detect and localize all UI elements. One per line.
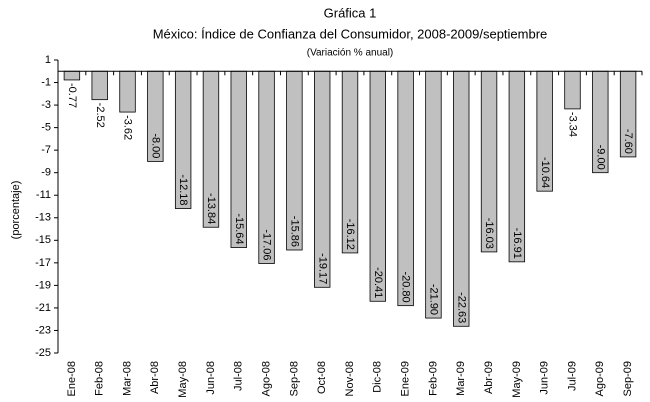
chart-title: Gráfica 1 — [324, 5, 377, 20]
y-tick-label: -21 — [35, 302, 51, 314]
value-label: -8.00 — [149, 133, 161, 158]
value-label: -21.90 — [428, 284, 440, 315]
value-label: -20.41 — [372, 267, 384, 298]
x-tick-label: Ago-08 — [260, 361, 272, 396]
bar — [91, 70, 108, 101]
value-label: -22.63 — [455, 292, 467, 323]
x-tick-label: Ago-09 — [594, 361, 606, 396]
value-label: -12.18 — [177, 174, 189, 205]
x-tick-label: Nov-08 — [344, 361, 356, 396]
x-tick-label: Abr-08 — [149, 361, 161, 394]
y-tick-label: -1 — [41, 76, 51, 88]
bar — [564, 70, 581, 110]
value-label: -15.64 — [233, 213, 245, 244]
chart-note: (Variación % anual) — [307, 48, 394, 59]
x-tick-label: Jul-09 — [566, 361, 578, 391]
x-tick-label: Jun-08 — [205, 361, 217, 395]
y-tick-label: -15 — [35, 234, 51, 246]
y-tick-label: -23 — [35, 324, 51, 336]
value-label: -20.80 — [400, 271, 412, 302]
value-label: -7.60 — [622, 129, 634, 154]
value-label: -17.06 — [261, 229, 273, 260]
x-tick-label: Feb-09 — [427, 361, 439, 396]
value-label: -13.84 — [205, 193, 217, 224]
x-tick-label: May-08 — [177, 361, 189, 398]
y-tick-label: -19 — [35, 279, 51, 291]
bar — [63, 70, 81, 81]
y-tick-label: -25 — [35, 347, 51, 359]
value-label: -0.77 — [66, 83, 78, 108]
y-tick-label: 1 — [45, 54, 51, 66]
bar — [119, 70, 136, 113]
x-tick-label: Ene-09 — [400, 361, 412, 396]
y-tick-label: -17 — [35, 257, 51, 269]
chart-subtitle: México: Índice de Confianza del Consumid… — [153, 26, 548, 41]
x-tick-label: Feb-08 — [94, 361, 106, 396]
value-label: -16.12 — [344, 219, 356, 250]
value-label: -19.17 — [316, 253, 328, 284]
y-tick-label: -13 — [35, 212, 51, 224]
x-tick-label: Dic-08 — [372, 361, 384, 393]
x-tick-label: Oct-08 — [316, 361, 328, 394]
y-tick-label: -3 — [41, 99, 51, 111]
bar — [453, 70, 470, 327]
x-tick-label: Mar-09 — [455, 361, 467, 396]
y-tick-label: -11 — [36, 189, 51, 201]
value-label: -16.91 — [511, 228, 523, 259]
value-label: -3.62 — [122, 115, 134, 140]
x-tick-label: Jul-08 — [233, 361, 245, 391]
value-label: -16.03 — [483, 218, 495, 249]
value-label: -15.86 — [288, 216, 300, 247]
y-tick-label: -7 — [41, 144, 51, 156]
bar — [425, 70, 442, 319]
x-tick-label: Sep-09 — [622, 361, 634, 396]
x-tick-label: Sep-08 — [288, 361, 300, 396]
x-tick-label: Jun-09 — [539, 361, 551, 395]
y-tick-label: -5 — [41, 122, 51, 134]
value-label: -2.52 — [94, 103, 106, 128]
x-tick-label: Abr-09 — [483, 361, 495, 394]
value-label: -3.34 — [567, 112, 579, 137]
x-tick-label: Mar-08 — [121, 361, 133, 396]
x-tick-label: Ene-08 — [66, 361, 78, 396]
x-tick-label: May-09 — [511, 361, 523, 398]
y-tick-label: -9 — [41, 167, 51, 179]
value-label: -10.64 — [539, 157, 551, 188]
value-label: -9.00 — [594, 145, 606, 170]
y-axis-title: (porcentaje) — [10, 181, 22, 240]
